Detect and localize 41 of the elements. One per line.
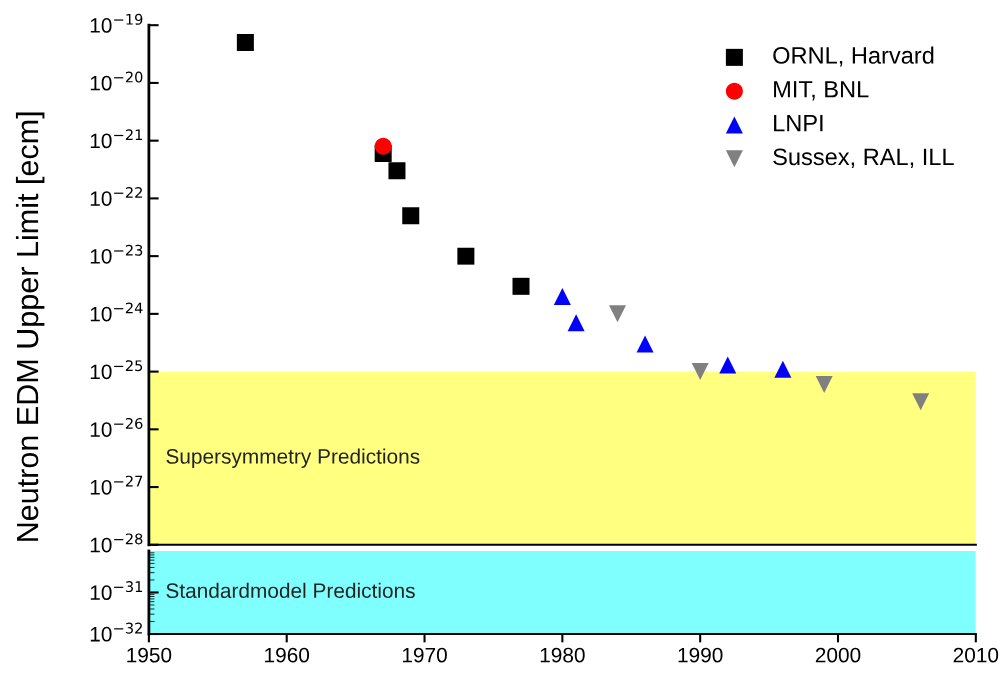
y-tick-label: 10$^{−21}$ [90,129,143,149]
point [719,356,737,374]
point [236,34,254,52]
x-tick-label: 1990 [678,647,723,663]
y-tick-label: 10$^{−24}$ [90,302,143,322]
band-label: Supersymmetry Predictions [166,448,420,468]
point [388,162,406,180]
point [457,247,475,265]
point [402,207,420,225]
band-label: Standardmodel Predictions [166,582,415,599]
legend-label: MIT, BNL [774,81,869,101]
y-tick-label: 10$^{−20}$ [90,71,143,91]
y-tick-label: 10$^{−28}$ [90,533,143,553]
x-tick-label: 2010 [953,647,999,663]
point [691,363,709,381]
point [512,277,530,295]
y-tick-label: 10$^{−23}$ [90,244,143,264]
point [636,335,654,353]
point [553,287,571,305]
x-tick-label: 1960 [265,647,310,663]
point [567,314,585,332]
x-tick-label: 2000 [815,647,861,663]
legend-label: Sussex, RAL, ILL [773,148,954,169]
y-tick-label: 10$^{−31}$ [90,581,143,601]
point [374,137,392,155]
x-tick-label: 1950 [127,647,172,663]
point [774,360,792,378]
x-tick-label: 1970 [402,647,447,663]
y-axis-title: Neutron EDM Upper Limit [ecm] [15,112,45,541]
point [815,375,833,393]
y-tick-label: 10$^{−27}$ [90,475,143,495]
y-tick-label: 10$^{−32}$ [90,622,142,642]
y-tick-label: 10$^{−26}$ [90,417,143,437]
legend-label: LNPI [774,114,823,132]
point [608,305,626,323]
y-tick-label: 10$^{−19}$ [90,13,143,33]
y-tick-label: 10$^{−25}$ [90,360,143,380]
point [912,393,930,411]
x-tick-label: 1980 [540,647,585,663]
legend-label: ORNL, Harvard [773,46,934,67]
y-tick-label: 10$^{−22}$ [90,186,142,206]
